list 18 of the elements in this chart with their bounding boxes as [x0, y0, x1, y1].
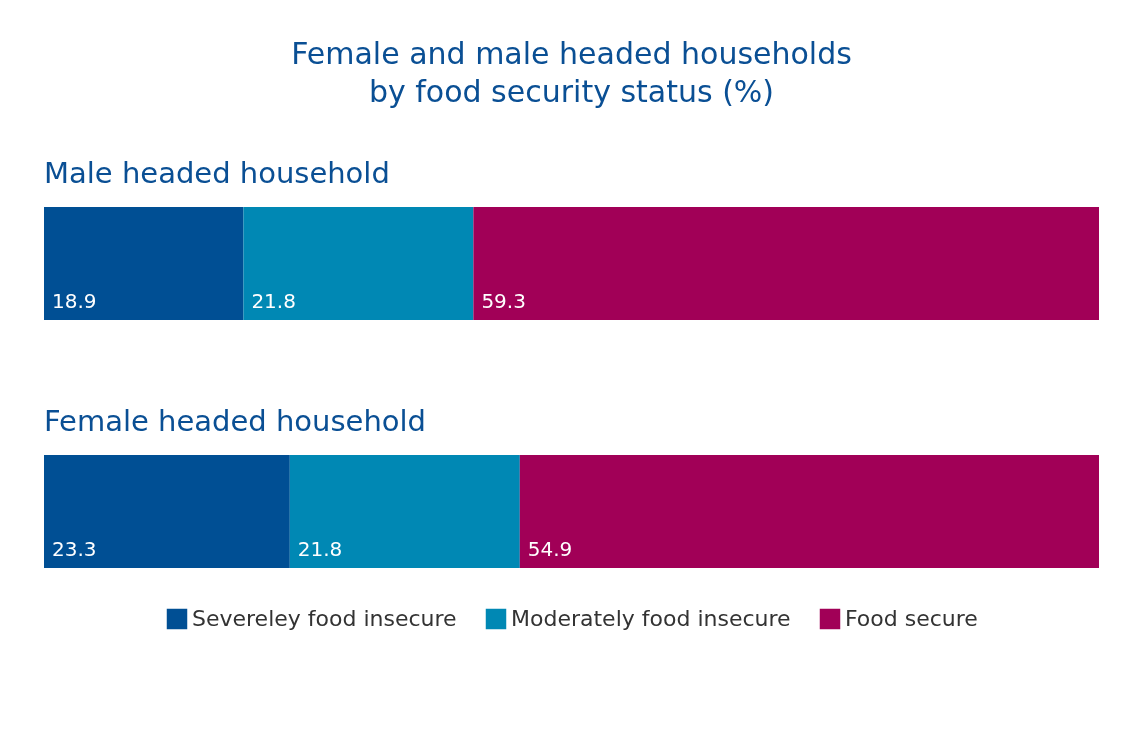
y-tick-label: Female headed household [44, 404, 426, 438]
chart-title: Female and male headed households by food security status (%) [291, 36, 852, 109]
data-label: 59.3 [481, 289, 526, 313]
y-tick-label: Male headed household [44, 156, 390, 190]
data-label: 54.9 [527, 537, 573, 561]
bar [44, 455, 290, 568]
data-label: 21.8 [297, 537, 343, 561]
legend-label: Food secure [845, 606, 978, 631]
bar [44, 207, 244, 320]
data-label: 23.3 [52, 537, 97, 561]
legend-label: Severeley food insecure [192, 606, 457, 631]
data-label: 18.9 [52, 289, 97, 313]
legend-label: Moderately food insecure [511, 606, 791, 631]
bar [243, 207, 474, 320]
bar [473, 207, 1099, 320]
data-label: 21.8 [251, 289, 296, 313]
bar [289, 455, 520, 568]
bar [519, 455, 1099, 568]
